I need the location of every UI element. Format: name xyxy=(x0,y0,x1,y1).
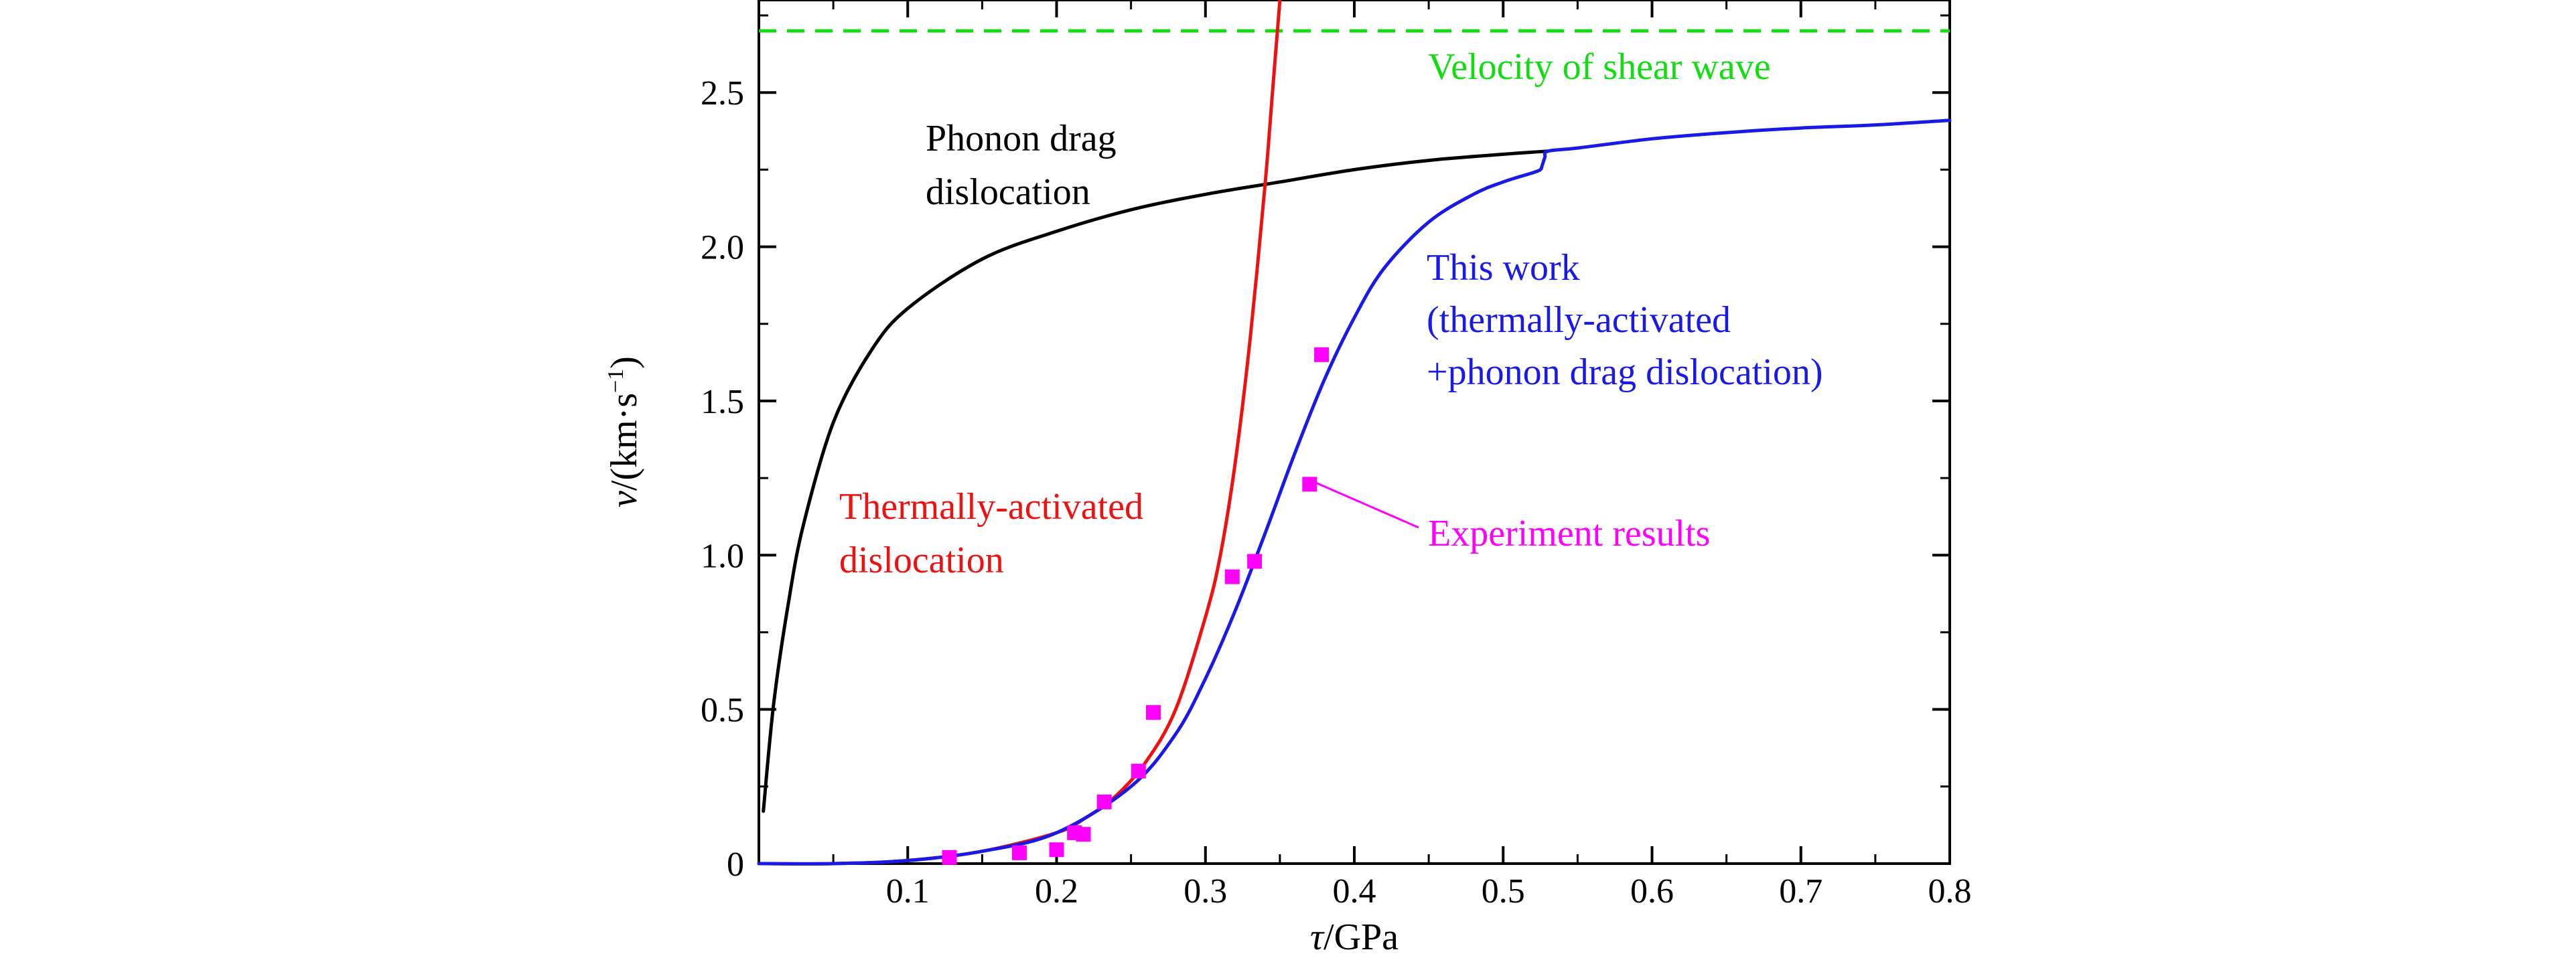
experiment-point xyxy=(1314,347,1330,362)
annotation-phonon: Phonon drag dislocation xyxy=(926,118,1126,213)
y-tick-labels: 0 0.5 1.0 1.5 2.0 2.5 xyxy=(701,74,744,884)
y-axis-var: v xyxy=(603,491,645,507)
x-tick-label: 0.4 xyxy=(1333,872,1376,910)
experiment-point xyxy=(1096,794,1112,809)
annotation-phonon-line-1: Phonon drag xyxy=(926,118,1117,159)
x-tick-label: 0.8 xyxy=(1928,872,1972,910)
x-axis-unit: /GPa xyxy=(1323,916,1399,957)
y-axis-unit-close: ) xyxy=(603,356,645,369)
experiment-point xyxy=(1224,569,1240,584)
x-tick-labels: 0.1 0.2 0.3 0.4 0.5 0.6 0.7 0.8 xyxy=(886,872,1972,910)
x-tick-label: 0.5 xyxy=(1482,872,1525,910)
annotation-phonon-line-2: dislocation xyxy=(926,171,1090,213)
annotation-shear-wave-line-1: Velocity of shear wave xyxy=(1428,46,1771,88)
annotation-thermal-line-2: dislocation xyxy=(839,540,1004,581)
experiment-point xyxy=(1011,845,1027,860)
y-tick-label: 0.5 xyxy=(701,692,744,730)
x-tick-label: 0.7 xyxy=(1779,872,1822,910)
annotation-this-work-line-1: This work xyxy=(1427,247,1580,289)
x-axis-var: τ xyxy=(1310,916,1325,957)
y-axis-unit-sup: −1 xyxy=(603,369,628,393)
annotation-this-work-line-3: +phonon drag dislocation) xyxy=(1427,351,1822,393)
y-tick-label: 2.5 xyxy=(701,74,744,112)
y-axis-title: v/(km·s−1) xyxy=(603,356,645,507)
y-tick-label: 1.5 xyxy=(701,383,744,421)
x-axis-title: τ/GPa xyxy=(1310,916,1399,957)
experiment-point xyxy=(1049,842,1064,858)
series-line-phonon xyxy=(762,149,1550,813)
annotation-this-work: This work (thermally-activated +phonon d… xyxy=(1427,247,1822,393)
experiment-point xyxy=(942,850,957,865)
annotation-experiment-line-1: Experiment results xyxy=(1428,513,1710,554)
experiment-markers xyxy=(942,347,1330,865)
x-tick-label: 0.3 xyxy=(1184,872,1227,910)
annotation-this-work-line-2: (thermally-activated xyxy=(1427,299,1731,341)
x-tick-label: 0.2 xyxy=(1035,872,1078,910)
y-tick-label: 1.0 xyxy=(701,537,744,575)
annotation-experiment: Experiment results xyxy=(1428,513,1710,554)
x-tick-label: 0.6 xyxy=(1630,872,1674,910)
experiment-point xyxy=(1302,477,1317,492)
y-tick-label: 0 xyxy=(727,846,744,884)
experiment-point xyxy=(1131,763,1146,779)
experiment-point xyxy=(1247,554,1263,569)
y-axis-unit: /(km·s xyxy=(603,393,645,491)
y-tick-label: 2.0 xyxy=(701,229,744,267)
annotation-thermal-line-1: Thermally-activated xyxy=(839,486,1143,528)
annotation-thermal: Thermally-activated dislocation xyxy=(839,486,1153,581)
experiment-leader-line xyxy=(1313,481,1419,529)
experiment-point xyxy=(1145,705,1161,720)
annotation-shear-wave: Velocity of shear wave xyxy=(1428,46,1771,88)
x-tick-label: 0.1 xyxy=(886,872,930,910)
experiment-point xyxy=(1076,827,1091,842)
